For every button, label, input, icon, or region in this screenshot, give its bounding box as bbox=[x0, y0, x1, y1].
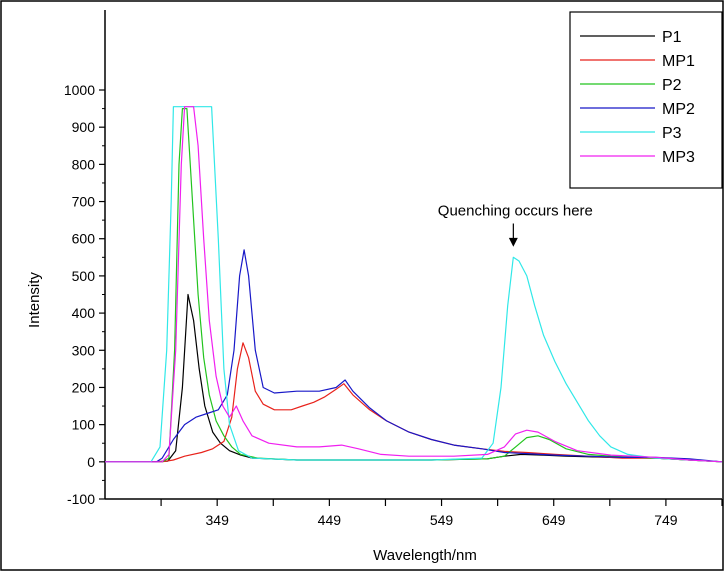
legend-box bbox=[569, 11, 723, 189]
x-tick-label: 349 bbox=[206, 512, 230, 528]
annotation: Quenching occurs here bbox=[438, 202, 593, 247]
legend-label-mp1: MP1 bbox=[662, 53, 695, 70]
y-tick-label: 600 bbox=[72, 231, 96, 247]
y-tick-label: 900 bbox=[72, 119, 96, 135]
legend-label-p1: P1 bbox=[662, 29, 682, 46]
y-tick-label: 400 bbox=[72, 305, 96, 321]
annotation-text: Quenching occurs here bbox=[438, 202, 593, 219]
y-tick-label: 0 bbox=[87, 454, 95, 470]
legend: P1 MP1 P2 MP2 P3 MP3 bbox=[569, 11, 723, 189]
legend-label-mp2: MP2 bbox=[662, 101, 695, 118]
y-tick-label: -100 bbox=[67, 491, 95, 507]
y-tick-label: 200 bbox=[72, 379, 96, 395]
tick-marks: -100 0 100 200 300 400 500 600 700 800 900 1000 349 4… bbox=[64, 82, 723, 528]
series-line-mp3 bbox=[105, 106, 723, 463]
y-tick-label: 800 bbox=[72, 156, 96, 172]
legend-label-p2: P2 bbox=[662, 77, 682, 94]
series-line-mp1 bbox=[105, 342, 723, 463]
series-line-p1 bbox=[105, 293, 723, 463]
y-tick-label: 100 bbox=[72, 417, 96, 433]
y-tick-label: 1000 bbox=[64, 82, 95, 98]
plot-lines bbox=[105, 106, 723, 463]
y-tick-label: 300 bbox=[72, 342, 96, 358]
y-tick-label: 500 bbox=[72, 268, 96, 284]
legend-label-mp3: MP3 bbox=[662, 149, 695, 166]
x-tick-label: 449 bbox=[318, 512, 342, 528]
annotation-arrow bbox=[508, 223, 518, 247]
axes bbox=[104, 10, 722, 500]
x-tick-label: 649 bbox=[542, 512, 566, 528]
legend-label-p3: P3 bbox=[662, 125, 682, 142]
y-tick-label: 700 bbox=[72, 194, 96, 210]
x-tick-label: 749 bbox=[654, 512, 678, 528]
y-axis-title: Intensity bbox=[26, 272, 43, 328]
x-axis-title: Wavelength/nm bbox=[373, 547, 477, 564]
series-line-mp2 bbox=[105, 249, 723, 463]
x-tick-label: 549 bbox=[430, 512, 454, 528]
